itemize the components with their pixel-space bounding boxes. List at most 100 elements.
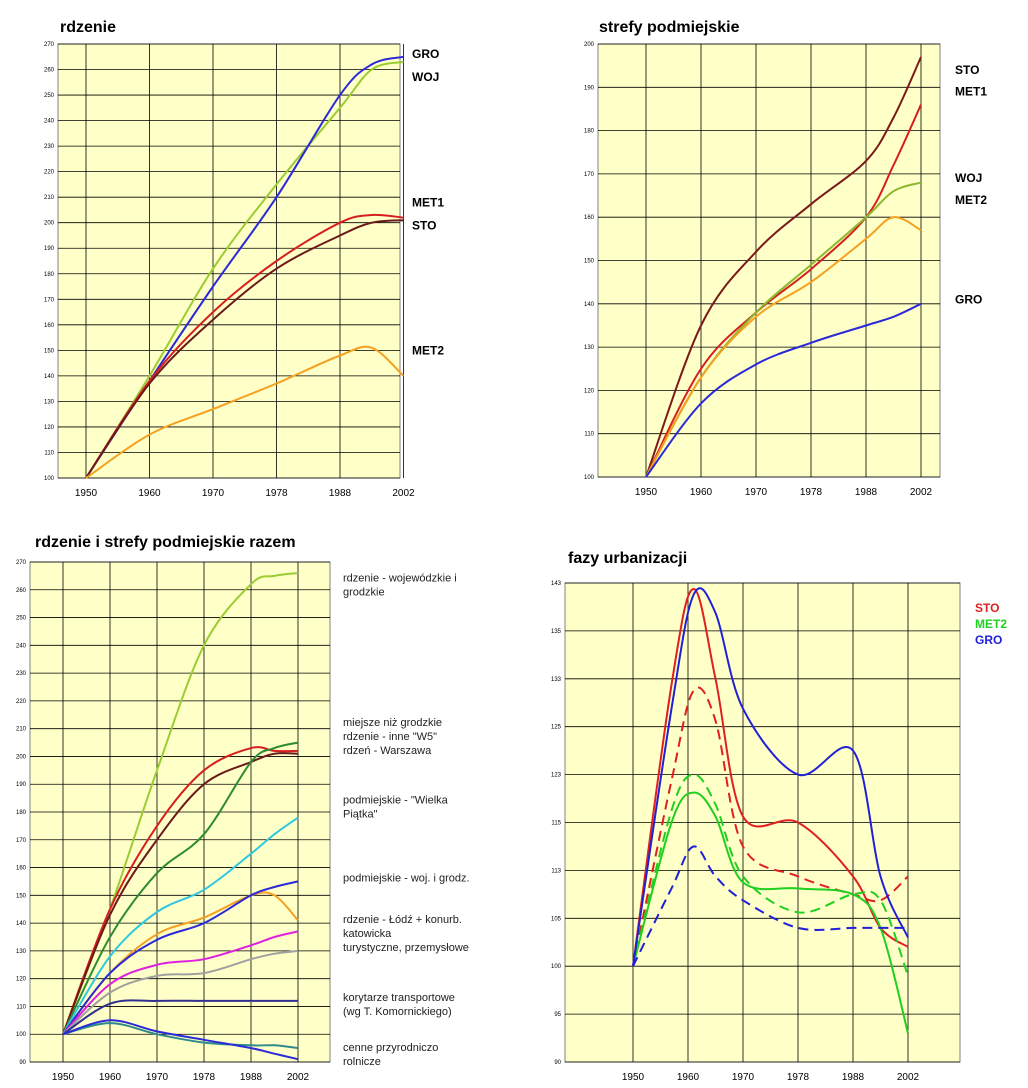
y-tick-label: 100 xyxy=(551,964,562,970)
x-tick-label: 1988 xyxy=(842,1072,865,1083)
series-line-4 xyxy=(645,216,922,478)
x-tick-label: 2002 xyxy=(287,1072,310,1083)
y-tick-label: 90 xyxy=(554,1060,561,1066)
series-line-3 xyxy=(632,791,909,1034)
y-tick-label: 170 xyxy=(16,838,27,844)
y-tick-label: 150 xyxy=(44,348,55,354)
x-tick-label: 1970 xyxy=(146,1072,169,1083)
y-tick-label: 115 xyxy=(551,821,561,827)
y-tick-label: 143 xyxy=(551,581,562,587)
series-label: STO xyxy=(412,218,436,232)
series-description: katowicka xyxy=(343,928,392,940)
y-tick-label: 140 xyxy=(44,374,55,380)
y-tick-label: 123 xyxy=(551,773,562,779)
y-tick-label: 130 xyxy=(16,949,27,955)
y-tick-label: 160 xyxy=(44,323,55,329)
y-tick-label: 230 xyxy=(16,671,27,677)
y-tick-label: 180 xyxy=(584,129,595,135)
series-description: podmiejskie - "Wielka xyxy=(343,795,449,807)
series-label: WOJ xyxy=(955,171,982,185)
x-tick-label: 1988 xyxy=(240,1072,263,1083)
series-line-4 xyxy=(62,741,299,1035)
series-description: rdzeń - Warszawa xyxy=(343,745,432,757)
series-label: MET2 xyxy=(955,193,987,207)
series-label: MET2 xyxy=(412,343,444,357)
y-tick-label: 100 xyxy=(44,476,55,482)
y-tick-label: 200 xyxy=(44,221,55,227)
series-label: MET1 xyxy=(412,195,444,209)
series-description: rdzenie - inne "W5" xyxy=(343,731,437,743)
y-tick-label: 270 xyxy=(44,42,55,48)
series-line-4 xyxy=(85,219,404,479)
chart-4: fazy urbanizacji 90 95 100 105 113 115 123 125 13… xyxy=(551,550,1007,1083)
x-tick-label: 2002 xyxy=(910,487,933,498)
x-tick-label: 1978 xyxy=(800,487,823,498)
series-description: rolnicze xyxy=(343,1056,381,1068)
y-tick-label: 125 xyxy=(551,725,562,731)
x-tick-label: 1978 xyxy=(787,1072,810,1083)
y-tick-label: 130 xyxy=(584,345,595,351)
series-line-5 xyxy=(85,345,405,479)
legend-entry: STO xyxy=(975,601,999,615)
series-line-12 xyxy=(62,1019,299,1061)
y-tick-label: 230 xyxy=(44,144,55,150)
series-line-2 xyxy=(645,104,922,478)
x-tick-label: 1950 xyxy=(75,488,98,499)
y-tick-label: 110 xyxy=(584,432,594,438)
y-tick-label: 190 xyxy=(16,782,27,788)
series-description: rdzenie - Łódź + konurb. xyxy=(343,914,462,926)
x-tick-label: 1960 xyxy=(99,1072,122,1083)
chart-title: strefy podmiejskie xyxy=(599,19,740,36)
legend-entry: GRO xyxy=(975,633,1002,647)
y-tick-label: 90 xyxy=(19,1060,26,1066)
series-description: (wg T. Komornickiego) xyxy=(343,1006,452,1018)
series-description: Piątka" xyxy=(343,809,378,821)
y-tick-label: 110 xyxy=(44,450,54,456)
y-tick-label: 100 xyxy=(16,1032,27,1038)
series-line-1 xyxy=(645,56,922,478)
x-tick-label: 1970 xyxy=(732,1072,755,1083)
chart-title: fazy urbanizacji xyxy=(568,550,687,567)
series-line-2 xyxy=(62,746,299,1035)
series-label: STO xyxy=(955,63,979,77)
y-tick-label: 140 xyxy=(16,921,27,927)
y-tick-label: 250 xyxy=(44,93,55,99)
x-tick-label: 1970 xyxy=(745,487,768,498)
y-tick-label: 210 xyxy=(44,195,55,201)
x-tick-label: 1988 xyxy=(855,487,878,498)
y-tick-label: 180 xyxy=(44,272,55,278)
x-tick-label: 2002 xyxy=(392,488,415,499)
y-tick-label: 105 xyxy=(551,916,562,922)
y-tick-label: 140 xyxy=(584,302,595,308)
y-tick-label: 120 xyxy=(44,425,55,431)
series-description: turystyczne, przemysłowe xyxy=(343,942,469,954)
y-tick-label: 130 xyxy=(44,399,55,405)
series-description: podmiejskie - woj. i grodz. xyxy=(343,872,470,884)
series-line-1 xyxy=(85,60,404,479)
y-tick-label: 180 xyxy=(16,810,27,816)
series-line-9 xyxy=(62,949,299,1035)
series-line-7 xyxy=(62,880,299,1035)
series-label: GRO xyxy=(955,292,982,306)
series-description: grodzkie xyxy=(343,586,385,598)
y-tick-label: 220 xyxy=(44,170,55,176)
series-description: cenne przyrodniczo xyxy=(343,1042,438,1054)
y-tick-label: 150 xyxy=(584,259,595,265)
y-tick-label: 210 xyxy=(16,727,27,733)
series-line-5 xyxy=(632,587,909,967)
y-tick-label: 260 xyxy=(16,588,27,594)
series-line-2 xyxy=(632,686,909,967)
series-line-1 xyxy=(632,587,909,967)
y-tick-label: 260 xyxy=(44,68,55,74)
series-label: WOJ xyxy=(412,70,439,84)
y-tick-label: 133 xyxy=(551,677,562,683)
y-tick-label: 250 xyxy=(16,616,27,622)
y-tick-label: 240 xyxy=(16,643,27,649)
series-line-5 xyxy=(62,816,299,1035)
y-tick-label: 200 xyxy=(584,42,595,48)
y-tick-label: 135 xyxy=(551,629,562,635)
series-line-10 xyxy=(62,999,298,1036)
y-tick-label: 240 xyxy=(44,119,55,125)
chart-3: rdzenie i strefy podmiejskie razem 90 100 1… xyxy=(16,534,470,1083)
series-line-8 xyxy=(62,930,299,1035)
